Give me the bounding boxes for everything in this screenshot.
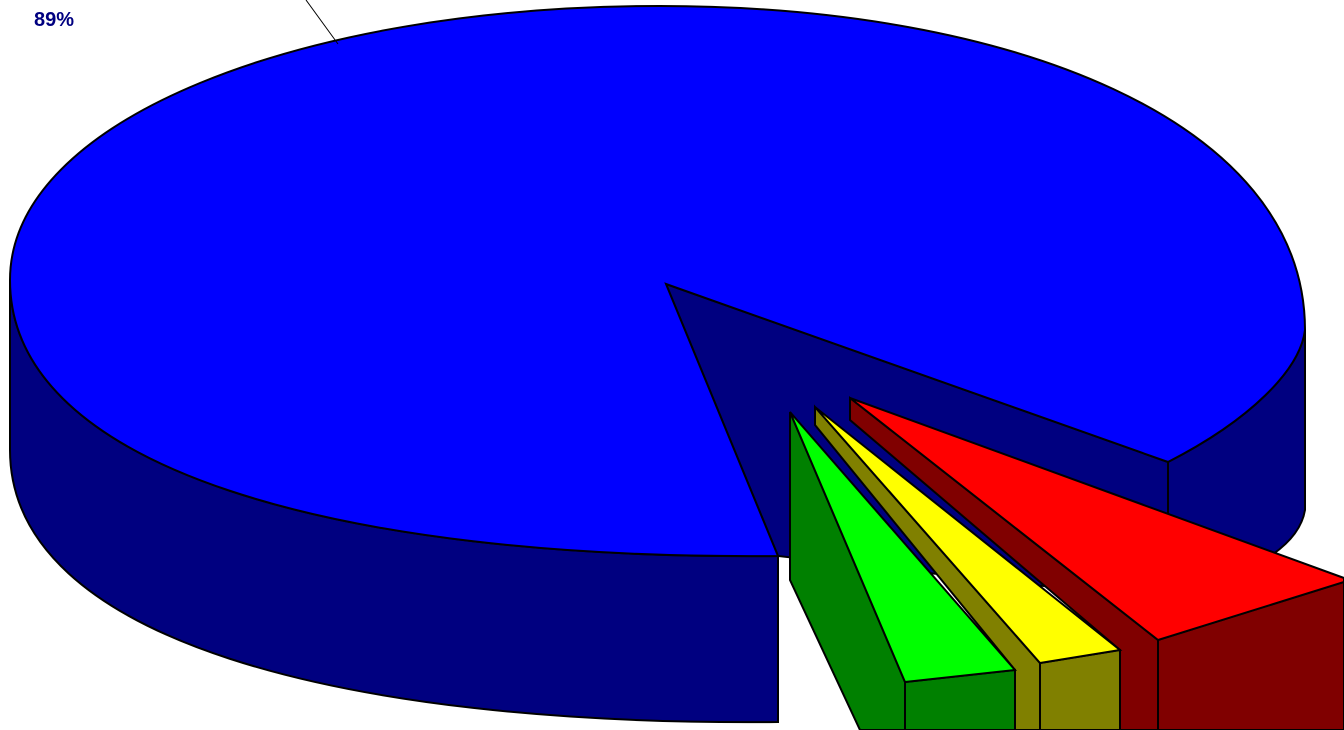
- slice-top-blue: [8, 4, 1307, 558]
- pie-tops: [8, 4, 1344, 684]
- label-leader-line: [305, 0, 339, 45]
- slice-label-89: 89%: [34, 9, 74, 31]
- slice-top-yellow: [814, 406, 1123, 665]
- slice-top-red: [849, 397, 1344, 642]
- slice-top-green: [789, 411, 1018, 684]
